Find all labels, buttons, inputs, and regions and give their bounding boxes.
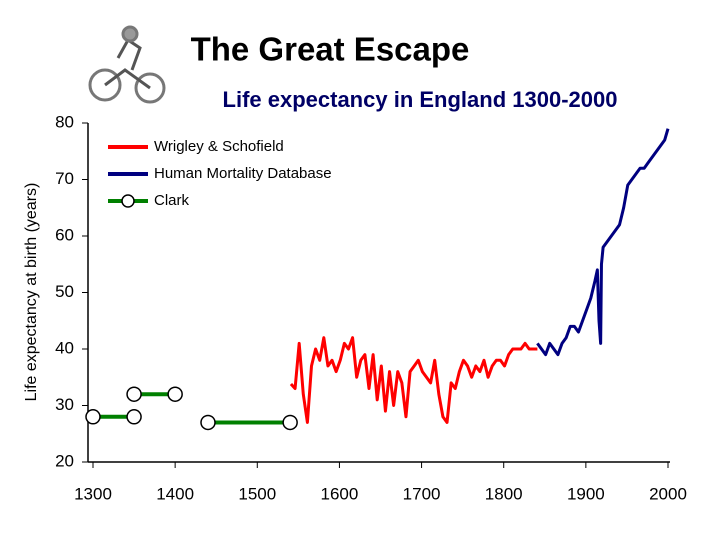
x-tick-label: 1500 <box>238 484 276 503</box>
legend-label: Clark <box>154 192 190 209</box>
y-tick-label: 40 <box>55 338 74 357</box>
series-marker <box>126 409 142 425</box>
x-tick-label: 1800 <box>485 484 523 503</box>
y-tick-label: 50 <box>55 282 74 301</box>
series-line <box>93 392 291 425</box>
y-tick-label: 80 <box>55 112 74 131</box>
x-tick-label: 1900 <box>567 484 605 503</box>
x-tick-label: 1400 <box>156 484 194 503</box>
motorcycle-icon <box>88 25 166 104</box>
x-tick-label: 1700 <box>403 484 441 503</box>
series-marker <box>85 409 101 425</box>
series-line <box>536 128 670 357</box>
x-tick-label: 1300 <box>74 484 112 503</box>
legend-label: Human Mortality Database <box>154 165 332 182</box>
y-tick-label: 70 <box>55 169 74 188</box>
x-tick-label: 1600 <box>321 484 359 503</box>
x-tick-label: 2000 <box>649 484 687 503</box>
chart-title: The Great Escape <box>191 31 470 68</box>
y-tick-label: 20 <box>55 451 74 470</box>
legend-label: Wrigley & Schofield <box>154 138 284 155</box>
legend-marker <box>121 194 135 208</box>
y-tick-label: 60 <box>55 225 74 244</box>
chart-subtitle: Life expectancy in England 1300-2000 <box>223 87 618 112</box>
series-marker <box>126 386 142 402</box>
y-tick-label: 30 <box>55 395 74 414</box>
series-marker <box>167 386 183 402</box>
series-line <box>289 336 538 424</box>
series-marker <box>200 414 216 431</box>
series-marker <box>282 414 298 431</box>
y-axis-label: Life expectancy at birth (years) <box>23 183 40 402</box>
